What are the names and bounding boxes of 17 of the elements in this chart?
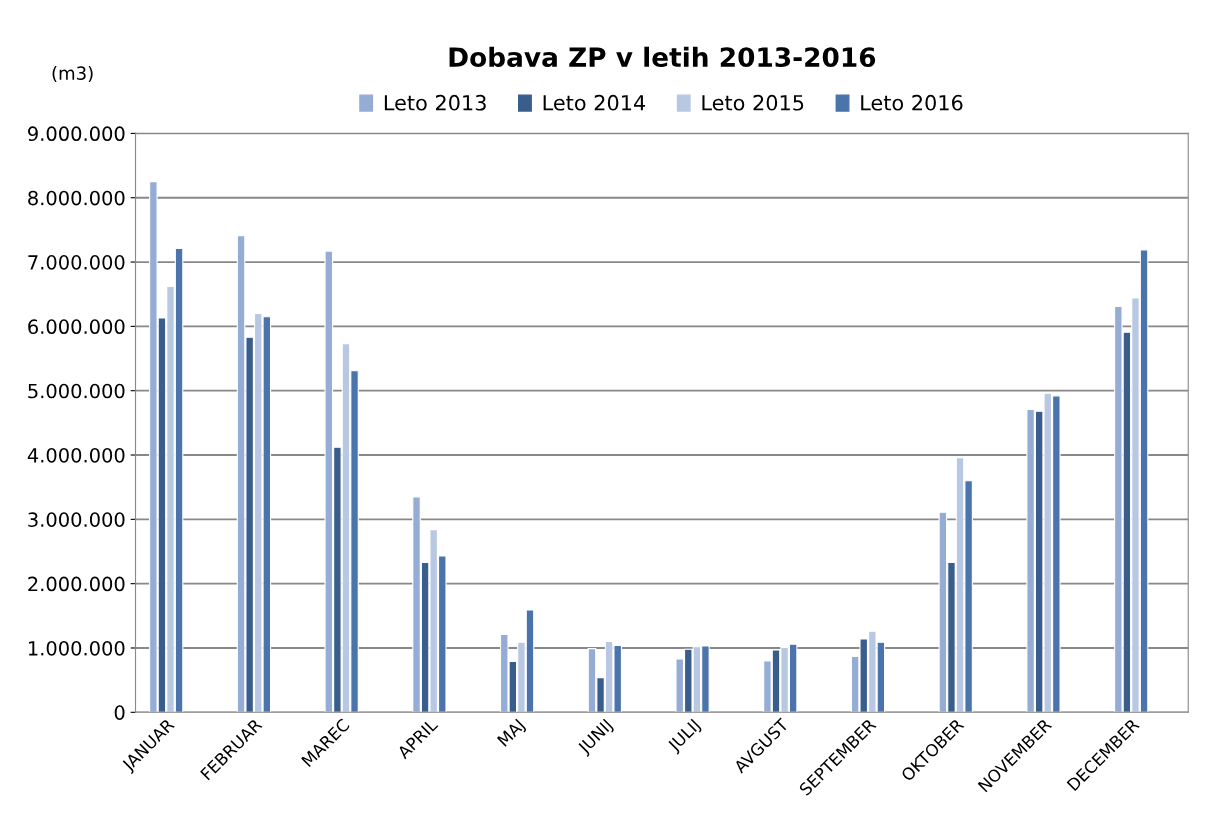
y-tick-label: 1.000.000	[28, 640, 125, 656]
chart-title: Dobava ZP v letih 2013-2016	[449, 46, 876, 68]
legend-label: Leto 2015	[702, 94, 804, 111]
x-tick-label: MAJ	[496, 718, 528, 750]
y-tick-label: 0	[114, 705, 125, 720]
y-tick-label: 3.000.000	[28, 512, 125, 527]
y-axis-title: (m3)	[52, 66, 93, 83]
legend-label: Leto 2014	[543, 94, 646, 111]
y-tick-label: 7.000.000	[28, 255, 125, 270]
y-tick-label: 4.000.000	[27, 447, 125, 463]
legend-label: Leto 2013	[384, 94, 486, 111]
y-tick-label: 9.000.000	[28, 126, 125, 142]
y-tick-label: 5.000.000	[28, 383, 125, 399]
y-tick-label: 2.000.000	[28, 576, 125, 592]
y-tick-label: 6.000.000	[28, 319, 125, 335]
legend-label: Leto 2016	[861, 94, 963, 111]
y-tick-label: 8.000.000	[28, 190, 125, 206]
